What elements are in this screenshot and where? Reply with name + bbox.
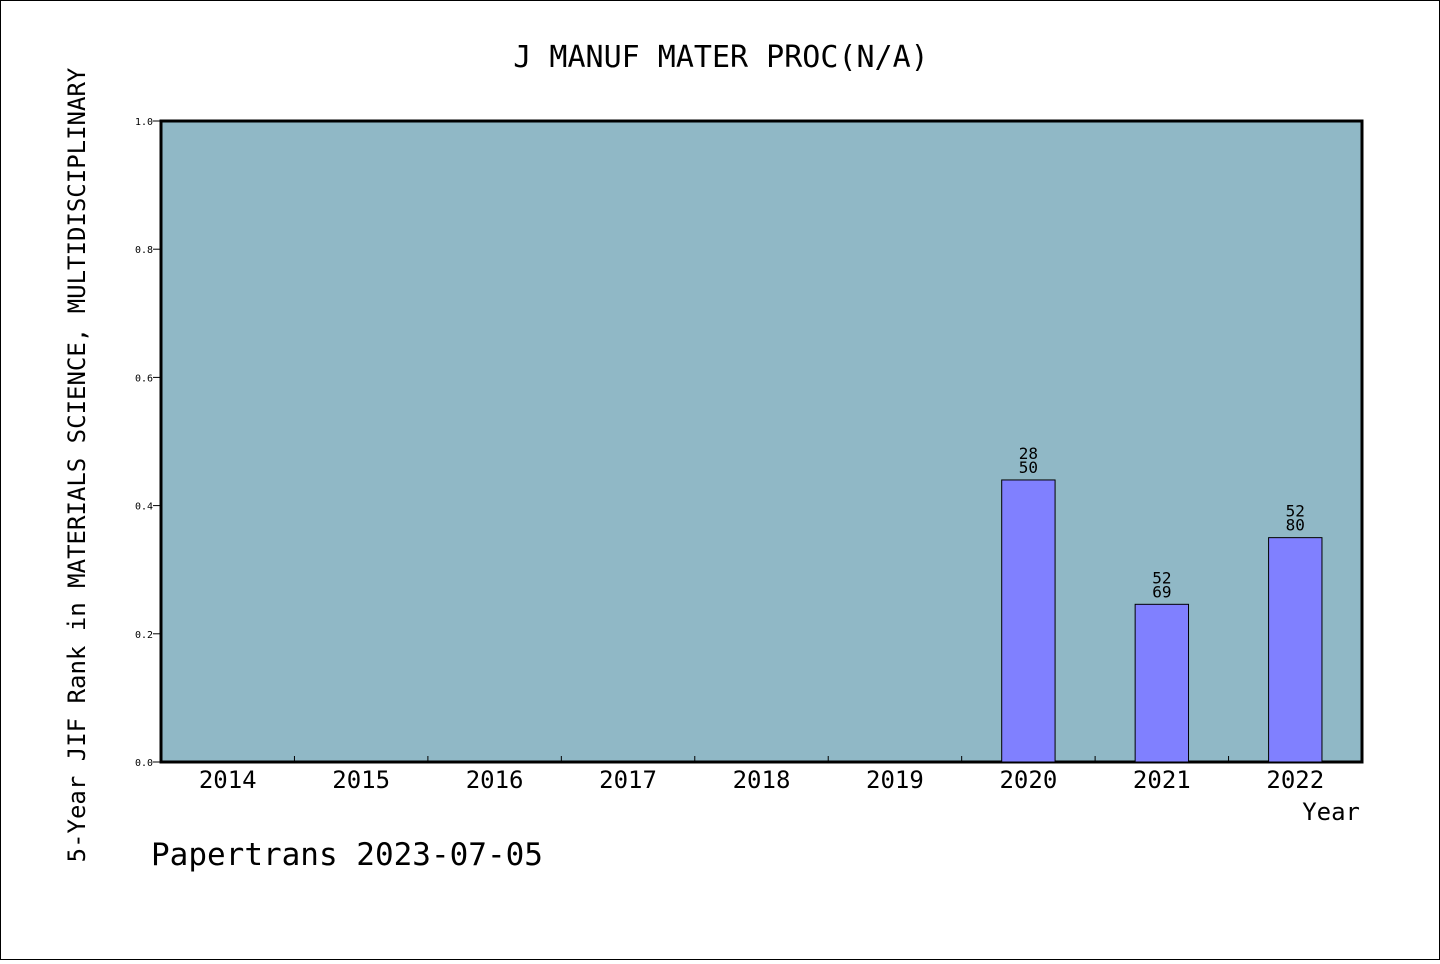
y-axis-label: 5-Year JIF Rank in MATERIALS SCIENCE, MU… [63, 67, 91, 862]
footer-credit: Papertrans 2023-07-05 [151, 837, 543, 873]
y-tick-label: 0.2 [135, 630, 153, 641]
x-tick-label: 2022 [1266, 766, 1324, 794]
x-axis-ticks: 2014 2015 2016 2017 2018 2019 2020 2021 2022 [199, 756, 1324, 794]
x-axis-label: Year [1302, 798, 1360, 826]
bar-label-total: 80 [1286, 516, 1305, 535]
bar-2020 [1001, 479, 1056, 763]
x-tick-label: 2015 [332, 766, 390, 794]
x-tick-label: 2017 [599, 766, 657, 794]
y-tick-label: 0.0 [135, 758, 153, 769]
y-tick-label: 1.0 [135, 117, 153, 128]
y-axis-ticks: 0.0 0.2 0.4 0.6 0.8 1.0 [135, 117, 161, 769]
bar-label-rank: 52 [1152, 568, 1171, 587]
x-tick-label: 2020 [999, 766, 1057, 794]
bar-label-total: 50 [1019, 458, 1038, 477]
x-tick-label: 2014 [199, 766, 257, 794]
y-tick-label: 0.4 [135, 502, 153, 513]
bar-label-rank: 28 [1019, 444, 1038, 463]
x-tick-label: 2019 [866, 766, 924, 794]
x-tick-label: 2016 [466, 766, 524, 794]
bar-2021 [1134, 603, 1190, 763]
bar-2022 [1268, 537, 1323, 763]
y-tick-label: 0.8 [135, 245, 153, 256]
y-tick-label: 0.6 [135, 373, 153, 384]
chart-title: J MANUF MATER PROC(N/A) [513, 40, 928, 75]
bar-label-total: 69 [1152, 582, 1171, 601]
x-tick-label: 2018 [733, 766, 791, 794]
x-tick-label: 2021 [1133, 766, 1191, 794]
bar-label-rank: 52 [1286, 502, 1305, 521]
